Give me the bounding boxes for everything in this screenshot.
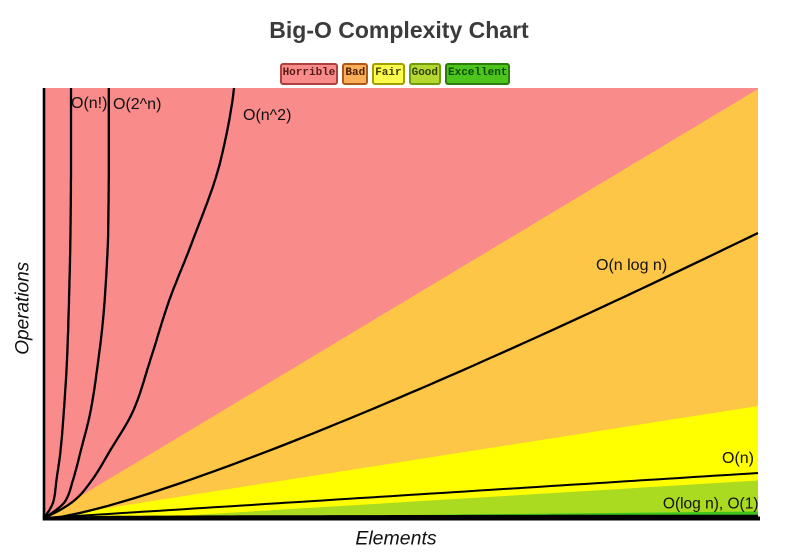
- svg-text:Elements: Elements: [355, 528, 437, 550]
- svg-text:O(n log n): O(n log n): [596, 257, 667, 274]
- svg-text:O(n): O(n): [722, 450, 754, 467]
- svg-text:Operations: Operations: [12, 261, 33, 354]
- svg-text:O(n!): O(n!): [71, 95, 107, 112]
- svg-text:O(log n), O(1): O(log n), O(1): [663, 496, 759, 513]
- svg-text:O(2^n): O(2^n): [113, 96, 161, 113]
- svg-text:O(n^2): O(n^2): [243, 107, 291, 124]
- svg-text:Big-O Complexity Chart: Big-O Complexity Chart: [269, 17, 529, 43]
